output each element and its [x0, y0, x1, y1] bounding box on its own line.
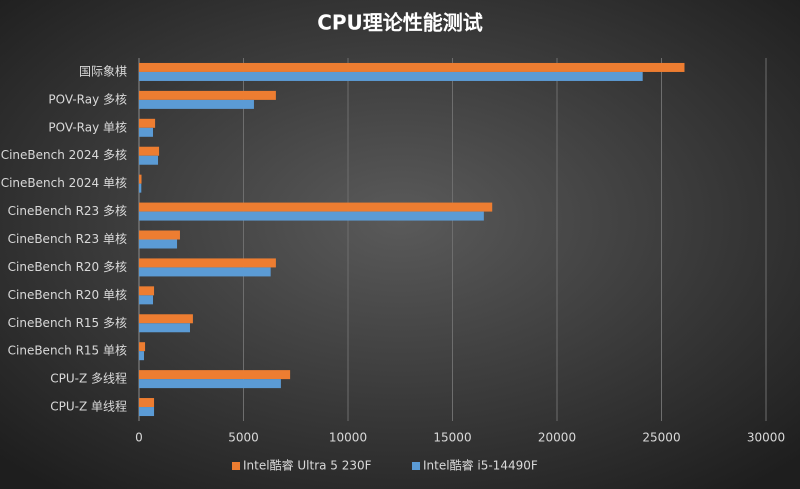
bar	[139, 230, 180, 240]
bar	[139, 99, 254, 109]
bar	[139, 202, 493, 212]
y-tick-label: CPU-Z 多线程	[50, 371, 127, 386]
bar	[139, 239, 178, 249]
bar	[139, 127, 154, 137]
x-tick-label: 0	[135, 431, 143, 445]
y-tick-label: CineBench 2024 单核	[1, 176, 127, 190]
bar	[139, 351, 145, 361]
x-tick-label: 10000	[329, 431, 367, 445]
legend-label: Intel酷睿 i5-14490F	[423, 458, 538, 473]
y-tick-label: CineBench R15 单核	[8, 344, 127, 358]
bar	[139, 90, 276, 100]
x-tick-label: 30000	[747, 431, 785, 445]
y-tick-label: CineBench R20 多核	[8, 260, 127, 274]
bar	[139, 183, 142, 193]
y-tick-label: CineBench R20 单核	[8, 288, 127, 302]
legend-label: Intel酷睿 Ultra 5 230F	[243, 458, 372, 473]
y-tick-label: CineBench R15 多核	[8, 316, 127, 330]
bar	[139, 314, 193, 324]
bar	[139, 379, 281, 389]
legend-swatch	[412, 462, 420, 470]
x-tick-label: 20000	[538, 431, 576, 445]
bar	[139, 71, 643, 81]
y-tick-label: CineBench R23 多核	[8, 204, 127, 218]
bar	[139, 398, 155, 408]
bar	[139, 146, 160, 156]
legend-swatch	[232, 462, 240, 470]
y-tick-label: CineBench R23 单核	[8, 232, 127, 246]
bar	[139, 174, 142, 184]
bar	[139, 211, 484, 221]
y-tick-label: POV-Ray 单核	[48, 120, 127, 134]
bar	[139, 323, 190, 333]
chart-title: CPU理论性能测试	[317, 11, 483, 35]
bar	[139, 295, 154, 305]
y-tick-label: POV-Ray 多核	[48, 92, 127, 106]
bar	[139, 342, 146, 352]
x-tick-label: 25000	[642, 431, 680, 445]
y-tick-label: 国际象棋	[79, 64, 127, 78]
bar	[139, 286, 155, 296]
y-tick-label: CPU-Z 单线程	[50, 399, 127, 414]
x-tick-label: 15000	[433, 431, 471, 445]
bar	[139, 407, 155, 417]
bar	[139, 267, 271, 277]
bar	[139, 62, 685, 72]
bar	[139, 155, 159, 165]
y-tick-label: CineBench 2024 多核	[1, 148, 127, 162]
x-tick-label: 5000	[228, 431, 259, 445]
bar	[139, 118, 156, 128]
bar	[139, 258, 276, 268]
bar	[139, 370, 291, 380]
